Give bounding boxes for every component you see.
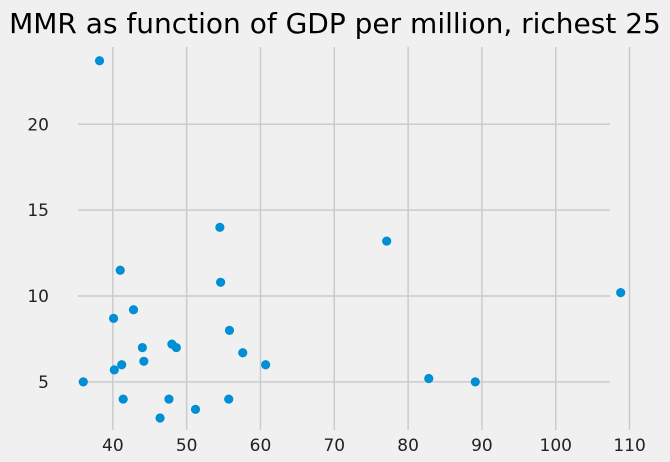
scatter-point: [128, 305, 139, 315]
x-tick-label: 50: [176, 436, 198, 456]
y-tick-label: 20: [27, 115, 49, 135]
scatter-point: [470, 377, 480, 387]
scatter-point: [78, 377, 88, 387]
scatter-point: [155, 413, 165, 423]
scatter-point: [216, 277, 226, 287]
y-tick-label: 10: [27, 287, 49, 307]
scatter-point: [137, 342, 147, 353]
x-tick-label: 70: [323, 436, 345, 456]
scatter-point: [139, 356, 149, 366]
x-tick-label: 60: [250, 436, 272, 456]
x-tick-label: 90: [471, 436, 493, 456]
grid: [78, 47, 631, 430]
scatter-point: [215, 222, 225, 232]
scatter-point: [382, 236, 392, 246]
scatter-point: [108, 313, 119, 323]
scatter-point: [616, 288, 626, 298]
chart-title: MMR as function of GDP per million, rich…: [9, 7, 661, 40]
scatter-point: [164, 394, 174, 404]
x-tick-label: 80: [397, 436, 419, 456]
scatter-point: [261, 360, 271, 370]
scatter-point: [94, 56, 105, 66]
scatter-point: [117, 360, 127, 370]
scatter-point: [424, 373, 434, 384]
y-tick-label: 15: [27, 201, 49, 221]
data-points: [78, 56, 626, 423]
axis-ticks: 40 50 60 70 80 90 100 110 5 10 15 20: [27, 115, 645, 456]
scatter-point: [109, 365, 119, 375]
scatter-point: [224, 394, 234, 404]
scatter-point: [190, 404, 201, 414]
scatter-point: [224, 325, 235, 335]
x-tick-label: 110: [613, 436, 645, 456]
x-tick-label: 100: [540, 436, 572, 456]
scatter-point: [115, 265, 125, 275]
scatter-point: [171, 342, 181, 353]
scatter-point: [118, 394, 128, 404]
y-tick-label: 5: [38, 373, 49, 393]
scatter-point: [238, 348, 248, 358]
x-tick-label: 40: [102, 436, 124, 456]
